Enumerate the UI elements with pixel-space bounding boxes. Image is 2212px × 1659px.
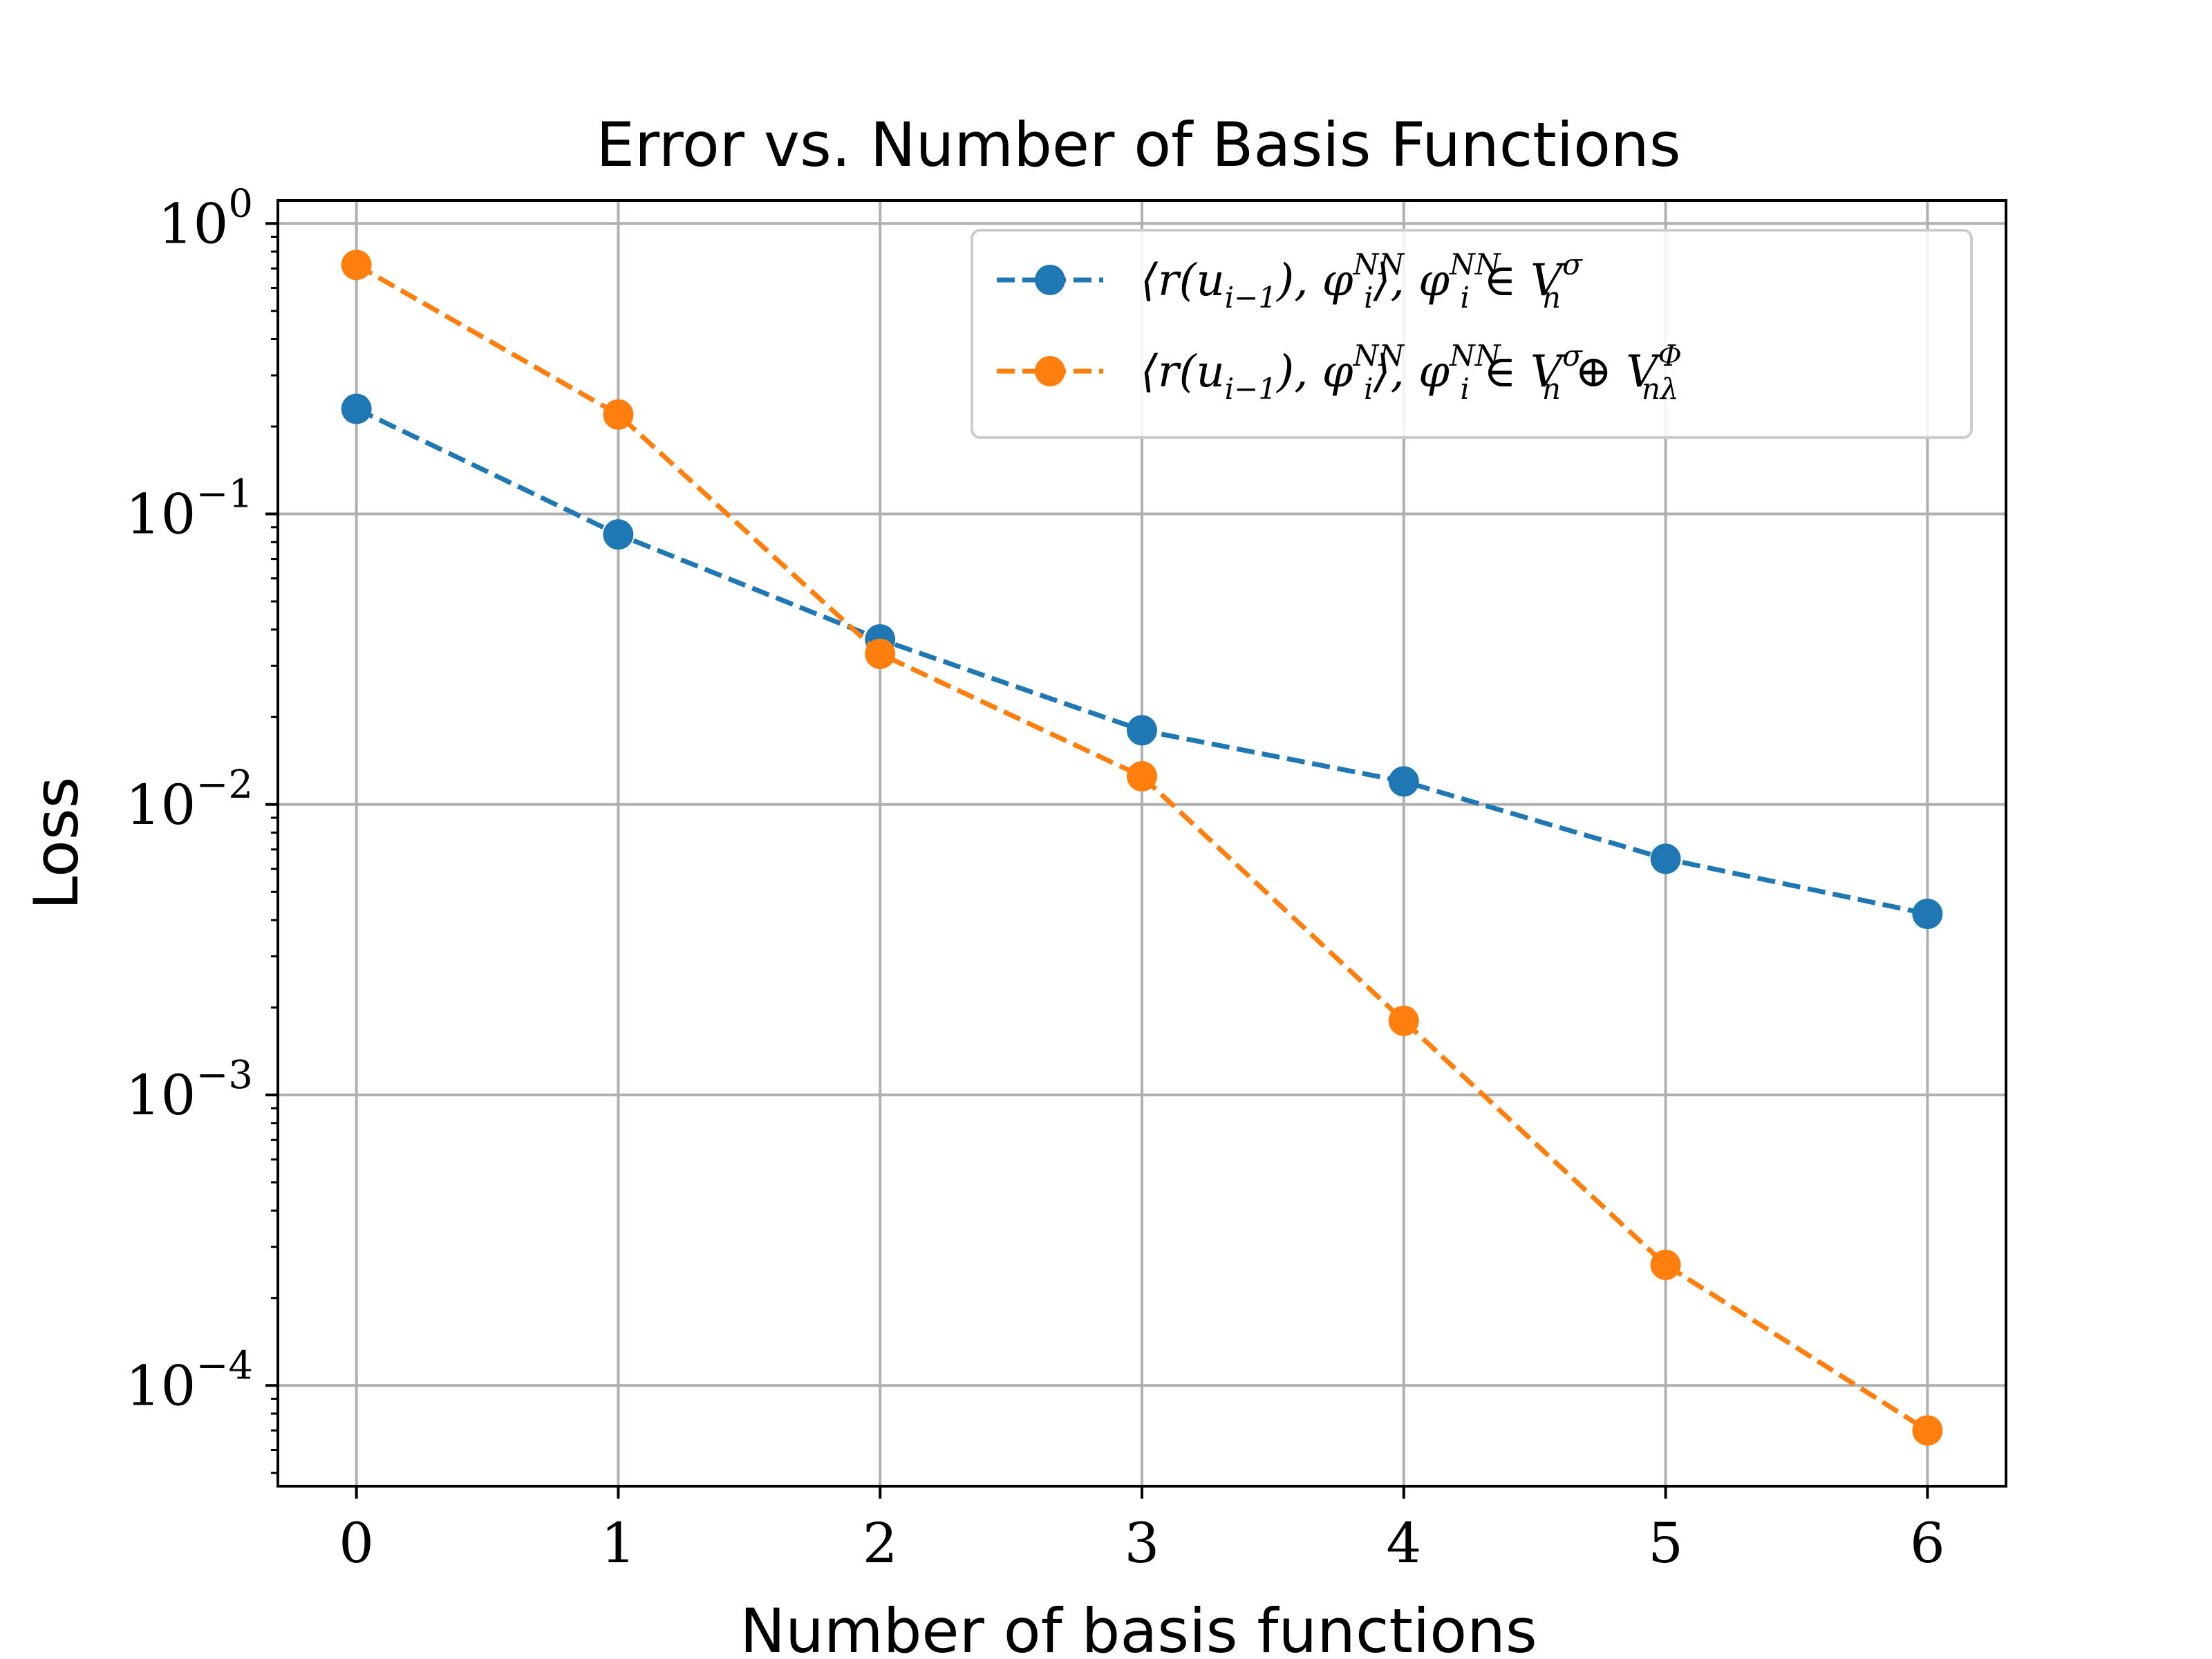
y-tick-label: 10−3 [126,1053,253,1127]
x-axis-label: Number of basis functions [740,1595,1537,1659]
y-axis-label: Loss [21,776,92,910]
x-tick-label: 2 [863,1511,898,1575]
legend-entry-0: ⟨r(ui−1), φNN i⟩, φNN i ∈ Vσ n [997,247,1583,315]
data-point [603,399,634,430]
data-point [341,250,372,281]
data-point [1388,1005,1419,1036]
series-1 [341,250,1943,1446]
data-point [1650,1249,1681,1280]
data-point [341,393,372,424]
x-tick-label: 5 [1648,1511,1683,1575]
data-point [865,638,896,669]
y-tick-label: 10−1 [126,472,253,547]
legend-label: ⟨r(ui−1), φNN i⟩, φNN i ∈ Vσ n ⊕ VΦ nλ [1141,339,1682,406]
data-point [603,519,634,550]
x-tick-label: 6 [1910,1511,1945,1575]
data-point [1127,761,1157,792]
data-point [1650,843,1681,874]
legend-swatch-marker [1035,356,1065,386]
data-point [1388,766,1419,797]
legend-box [971,229,1973,439]
data-point [1912,1415,1943,1446]
x-tick-label: 1 [601,1511,636,1575]
x-tick-label: 3 [1125,1511,1160,1575]
series-layer [341,250,1943,1446]
legend-label: ⟨r(ui−1), φNN i⟩, φNN i ∈ Vσ n [1141,247,1583,315]
y-tick-label: 10−2 [126,762,253,837]
y-tick-label: 10−4 [126,1343,253,1418]
data-point [1127,715,1157,746]
chart-title: Error vs. Number of Basis Functions [596,109,1680,180]
data-point [1912,899,1943,930]
x-tick-label: 4 [1386,1511,1421,1575]
legend: ⟨r(ui−1), φNN i⟩, φNN i ∈ Vσ n ⟨r(ui−1), φNN… [971,229,1973,439]
y-tick-label: 100 [158,181,253,256]
legend-entry-1: ⟨r(ui−1), φNN i⟩, φNN i ∈ Vσ n ⊕ VΦ nλ [997,339,1682,406]
ticks-layer: 0 1 2 3 4 5 6 100 10−1 10−2 10−3 10−4 [126,181,1945,1575]
x-tick-label: 0 [339,1511,374,1575]
legend-swatch-marker [1035,265,1065,295]
